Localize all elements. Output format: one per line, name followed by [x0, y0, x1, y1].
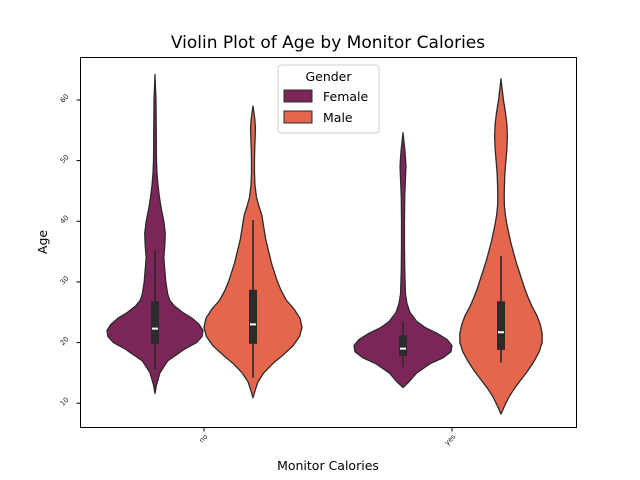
legend-label-male: Male [323, 110, 353, 125]
y-tick-label: 30 [59, 275, 71, 287]
x-tick-label: no [198, 433, 210, 445]
plot-frame [80, 57, 577, 428]
legend-label-female: Female [323, 89, 369, 104]
legend-title: Gender [305, 69, 352, 84]
y-axis: 10 20 30 40 50 60 [59, 93, 81, 408]
x-axis: no yes [198, 427, 458, 447]
violin-male-yes-iqr-box [497, 301, 505, 350]
y-tick-label: 10 [59, 396, 71, 408]
x-tick-label: yes [443, 433, 457, 447]
chart-title: Violin Plot of Age by Monitor Calories [171, 33, 485, 53]
y-tick-label: 40 [59, 214, 71, 226]
violin-female-no-iqr-box [151, 301, 159, 344]
violin-female-yes-iqr-box [399, 335, 407, 356]
y-tick-label: 50 [59, 153, 71, 165]
violin-female-no [106, 73, 204, 395]
violin-male-yes [459, 78, 543, 415]
y-tick-label: 60 [59, 93, 71, 105]
violin-male-no-iqr-box [249, 289, 257, 344]
legend-swatch-female [283, 89, 313, 103]
y-tick-label: 20 [59, 335, 71, 347]
violin-female-yes [353, 132, 453, 389]
y-axis-label: Age [35, 230, 50, 254]
legend: Gender Female Male [277, 64, 380, 134]
violin-layer [106, 73, 543, 415]
legend-swatch-male [283, 110, 313, 124]
x-axis-label: Monitor Calories [277, 458, 379, 473]
